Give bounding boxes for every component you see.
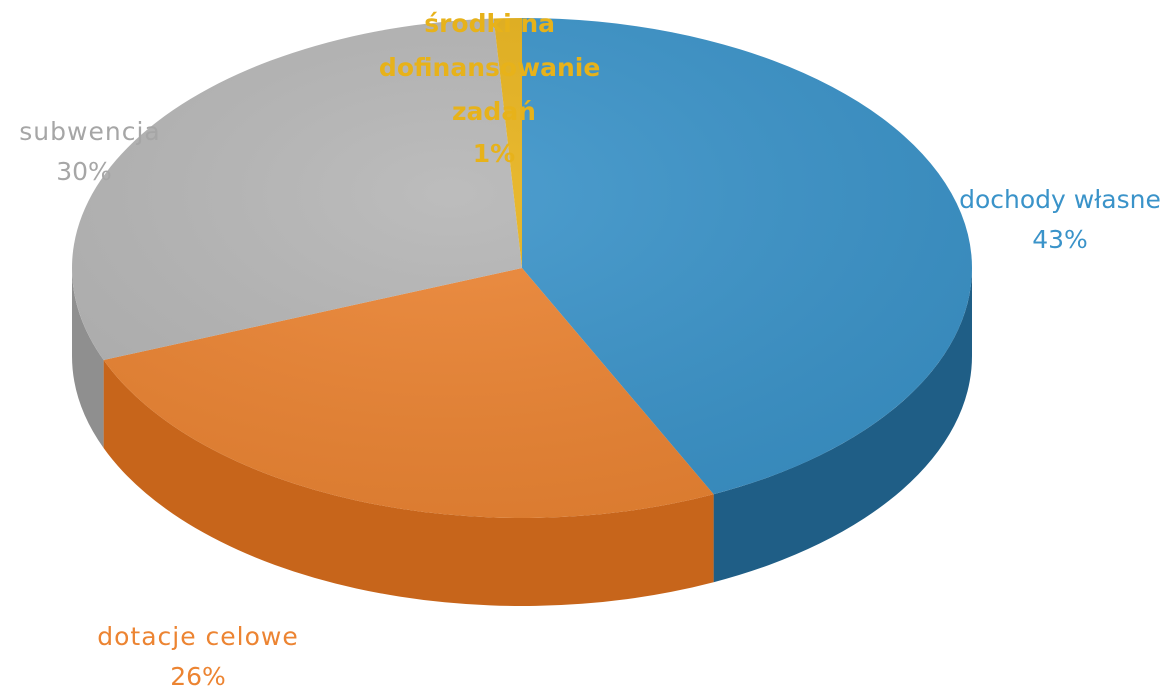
srodki-line-2: dofinansowanie <box>379 53 600 82</box>
slice-label-dochody-wlasne: dochody własne 43% <box>959 185 1161 254</box>
slice-name-dotacje-celowe: dotacje celowe <box>97 622 299 651</box>
slice-label-subwencja: subwencja 30% <box>19 117 160 186</box>
pie-top-faces <box>71 18 972 518</box>
slice-value-dotacje-celowe: 26% <box>170 662 226 688</box>
slice-name-srodki: środki na dofinansowanie zadań <box>379 9 609 126</box>
pie-side-dotacje-celowe <box>103 360 714 607</box>
slice-name-subwencja: subwencja <box>19 117 160 146</box>
slice-label-dotacje-celowe: dotacje celowe 26% <box>97 622 299 688</box>
slice-name-dochody-wlasne: dochody własne <box>959 185 1161 214</box>
slice-value-srodki: 1% <box>473 139 515 168</box>
slice-value-dochody-wlasne: 43% <box>1032 225 1088 254</box>
slice-label-srodki: środki na dofinansowanie zadań 1% <box>379 9 609 168</box>
srodki-line-3: zadań <box>452 97 536 126</box>
slice-value-subwencja: 30% <box>56 157 112 186</box>
srodki-line-1: środki na <box>424 9 555 38</box>
